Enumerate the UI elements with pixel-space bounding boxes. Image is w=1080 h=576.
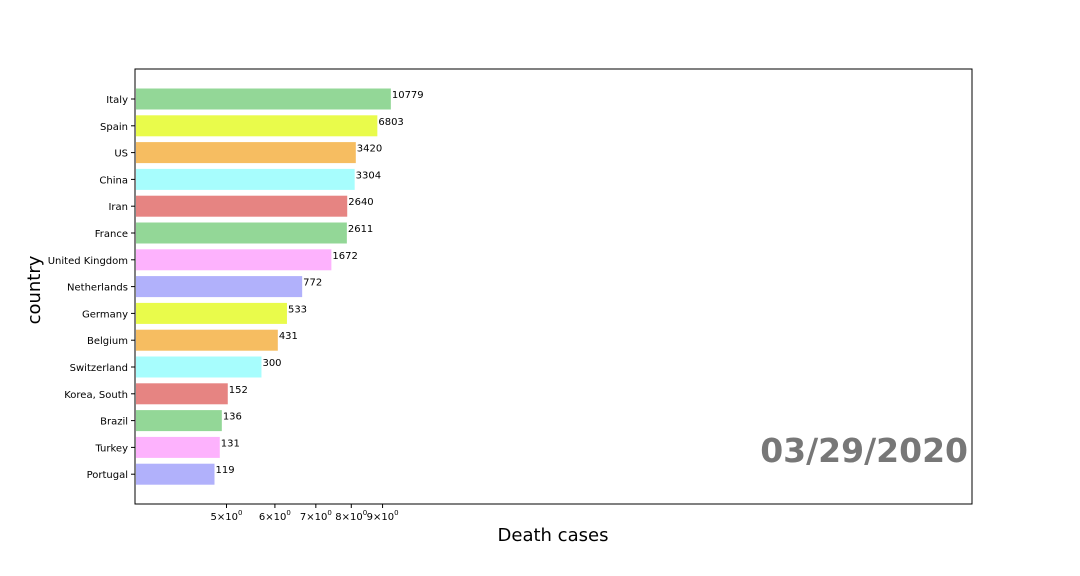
value-label: 431 <box>279 331 298 342</box>
x-tick-base: 9 <box>367 512 373 523</box>
value-label: 533 <box>288 304 307 315</box>
y-tick-label: US <box>114 149 128 160</box>
y-tick-label: Iran <box>108 202 128 213</box>
y-tick-label: Belgium <box>87 336 128 347</box>
x-tick-times: ×10 <box>217 512 238 523</box>
date-label: 03/29/2020 <box>760 431 968 470</box>
x-tick-label: 9×100 <box>367 509 399 523</box>
x-ticks: 5×100 6×100 7×100 8×100 9×100 <box>211 504 399 523</box>
bar-brazil <box>136 410 222 432</box>
bar-turkey <box>136 436 220 458</box>
y-axis-title: country <box>24 255 45 324</box>
bar-korea-south <box>136 383 228 405</box>
value-label: 772 <box>303 278 322 289</box>
x-tick-label: 5×100 <box>211 509 243 523</box>
x-tick-times: ×10 <box>306 512 327 523</box>
plot-frame <box>134 68 973 505</box>
x-tick-times: ×10 <box>373 512 394 523</box>
x-tick-base: 7 <box>300 512 306 523</box>
value-label: 131 <box>221 438 240 449</box>
value-label: 119 <box>216 465 235 476</box>
bar-netherlands <box>136 276 303 298</box>
bar-belgium <box>136 329 278 351</box>
y-tick-label: Spain <box>100 122 128 133</box>
x-tick-times: ×10 <box>265 512 286 523</box>
value-label: 3304 <box>356 170 381 181</box>
value-label: 1672 <box>332 251 357 262</box>
bar-france <box>136 222 347 244</box>
x-tick-times: ×10 <box>342 512 363 523</box>
value-label: 6803 <box>378 117 403 128</box>
y-tick-label: Turkey <box>94 443 128 454</box>
bar-italy <box>136 88 391 110</box>
bar-spain <box>136 115 378 137</box>
value-label: 3420 <box>357 144 382 155</box>
bar-china <box>136 168 355 190</box>
y-tick-label: Germany <box>82 309 128 320</box>
x-tick-exponent: 0 <box>363 509 367 517</box>
y-tick-label: Switzerland <box>70 363 128 374</box>
x-tick-base: 6 <box>259 512 265 523</box>
y-tick-label: Italy <box>106 95 128 106</box>
bar-germany <box>136 302 287 324</box>
bar-portugal <box>136 463 215 485</box>
x-axis-title: Death cases <box>498 525 609 546</box>
value-label: 300 <box>262 358 281 369</box>
x-tick-label: 6×100 <box>259 509 291 523</box>
y-tick-labels: Italy Spain US China Iran France United Kingdo… <box>48 95 135 481</box>
x-tick-exponent: 0 <box>327 509 331 517</box>
y-tick-label: France <box>95 229 128 240</box>
x-tick-exponent: 0 <box>394 509 398 517</box>
x-tick-label: 8×100 <box>335 509 367 523</box>
value-label: 136 <box>223 412 242 423</box>
value-label: 152 <box>229 385 248 396</box>
value-labels: 10779 6803 3420 3304 2640 2611 1672 772 533 431 30… <box>216 90 424 476</box>
y-tick-label: Portugal <box>87 470 128 481</box>
x-tick-base: 5 <box>211 512 217 523</box>
x-tick-label: 7×100 <box>300 509 332 523</box>
bar-us <box>136 142 356 164</box>
value-label: 10779 <box>392 90 424 101</box>
bar-iran <box>136 195 348 217</box>
y-tick-label: Korea, South <box>64 390 128 401</box>
bar-switzerland <box>136 356 262 378</box>
value-label: 2611 <box>348 224 373 235</box>
y-tick-label: Netherlands <box>67 283 128 294</box>
x-tick-base: 8 <box>335 512 341 523</box>
bars-group <box>136 88 391 485</box>
y-tick-label: Brazil <box>100 417 128 428</box>
bar-united-kingdom <box>136 249 332 271</box>
y-tick-label: United Kingdom <box>48 256 128 267</box>
y-tick-label: China <box>99 175 128 186</box>
x-tick-exponent: 0 <box>238 509 242 517</box>
x-tick-exponent: 0 <box>286 509 290 517</box>
value-label: 2640 <box>348 197 373 208</box>
